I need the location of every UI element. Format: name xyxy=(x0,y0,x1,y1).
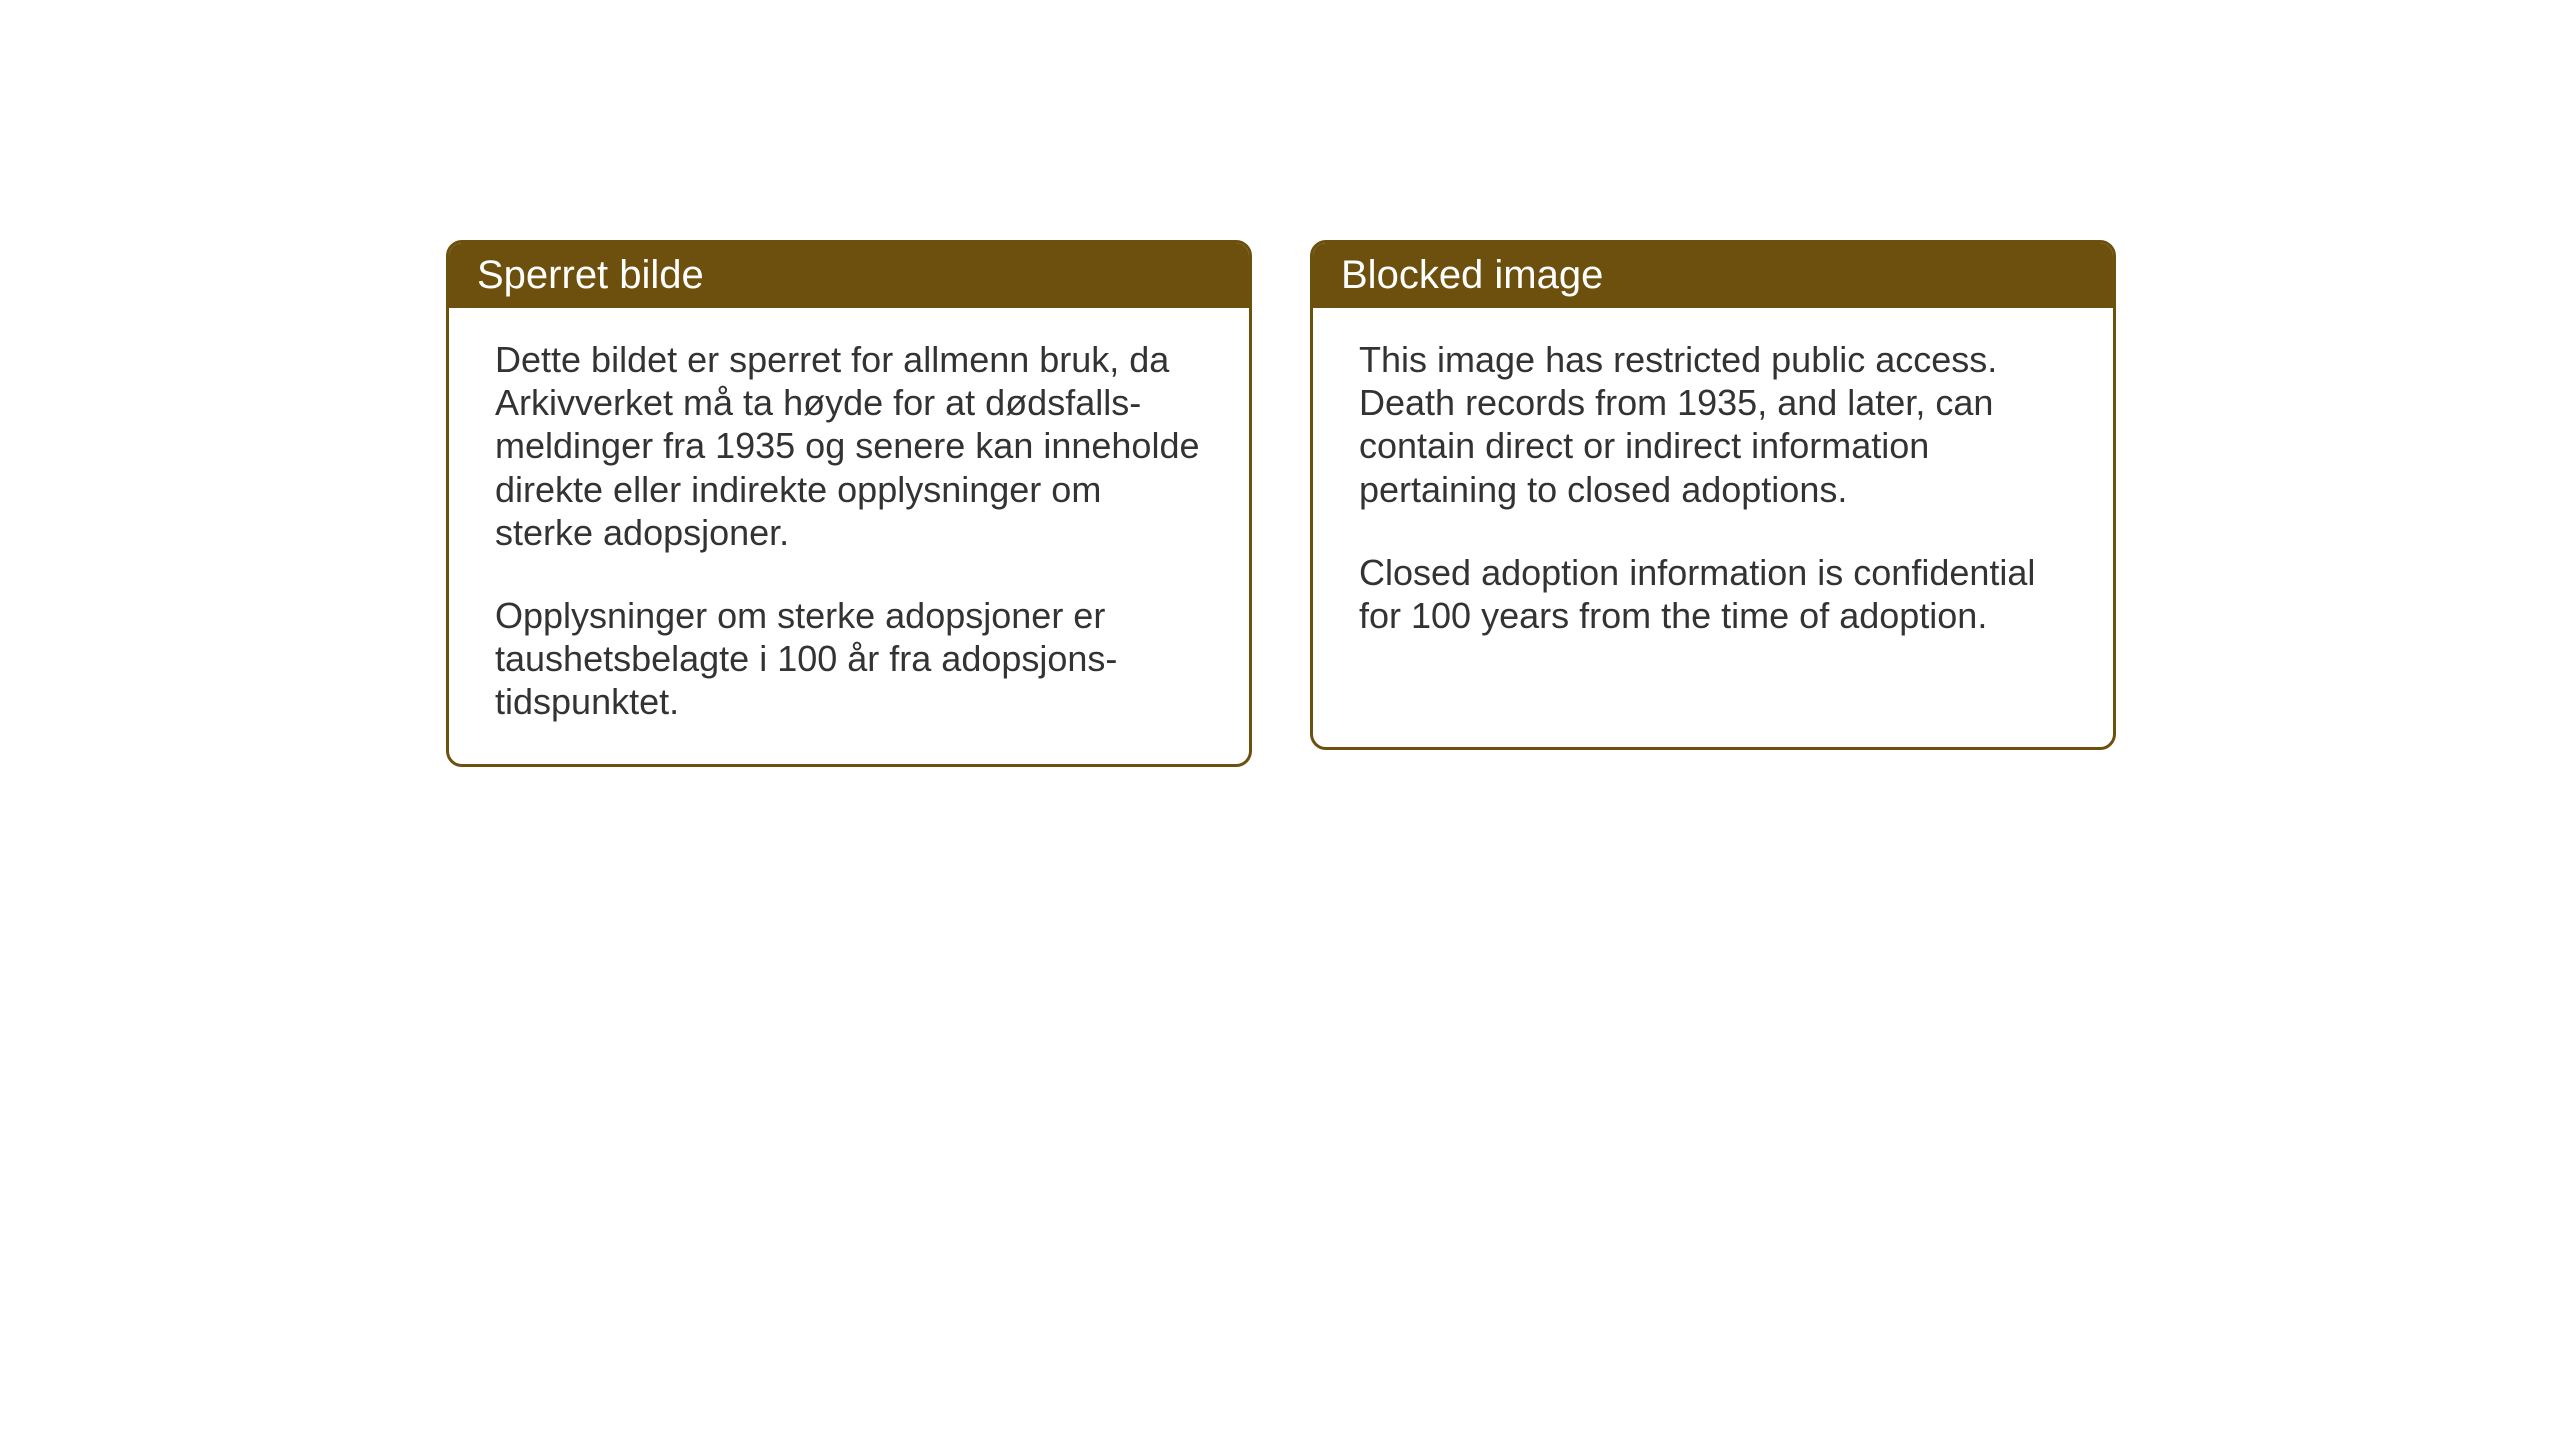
card-header-norwegian: Sperret bilde xyxy=(449,243,1249,308)
paragraph-1-norwegian: Dette bildet er sperret for allmenn bruk… xyxy=(495,338,1203,554)
header-text-norwegian: Sperret bilde xyxy=(477,253,704,297)
card-header-english: Blocked image xyxy=(1313,243,2113,308)
paragraph-2-norwegian: Opplysninger om sterke adopsjoner er tau… xyxy=(495,594,1203,724)
header-text-english: Blocked image xyxy=(1341,253,1603,297)
card-english: Blocked image This image has restricted … xyxy=(1310,240,2116,750)
card-body-english: This image has restricted public access.… xyxy=(1313,308,2113,677)
paragraph-2-english: Closed adoption information is confident… xyxy=(1359,551,2067,637)
card-body-norwegian: Dette bildet er sperret for allmenn bruk… xyxy=(449,308,1249,764)
paragraph-1-english: This image has restricted public access.… xyxy=(1359,338,2067,511)
cards-container: Sperret bilde Dette bildet er sperret fo… xyxy=(446,240,2116,767)
card-norwegian: Sperret bilde Dette bildet er sperret fo… xyxy=(446,240,1252,767)
